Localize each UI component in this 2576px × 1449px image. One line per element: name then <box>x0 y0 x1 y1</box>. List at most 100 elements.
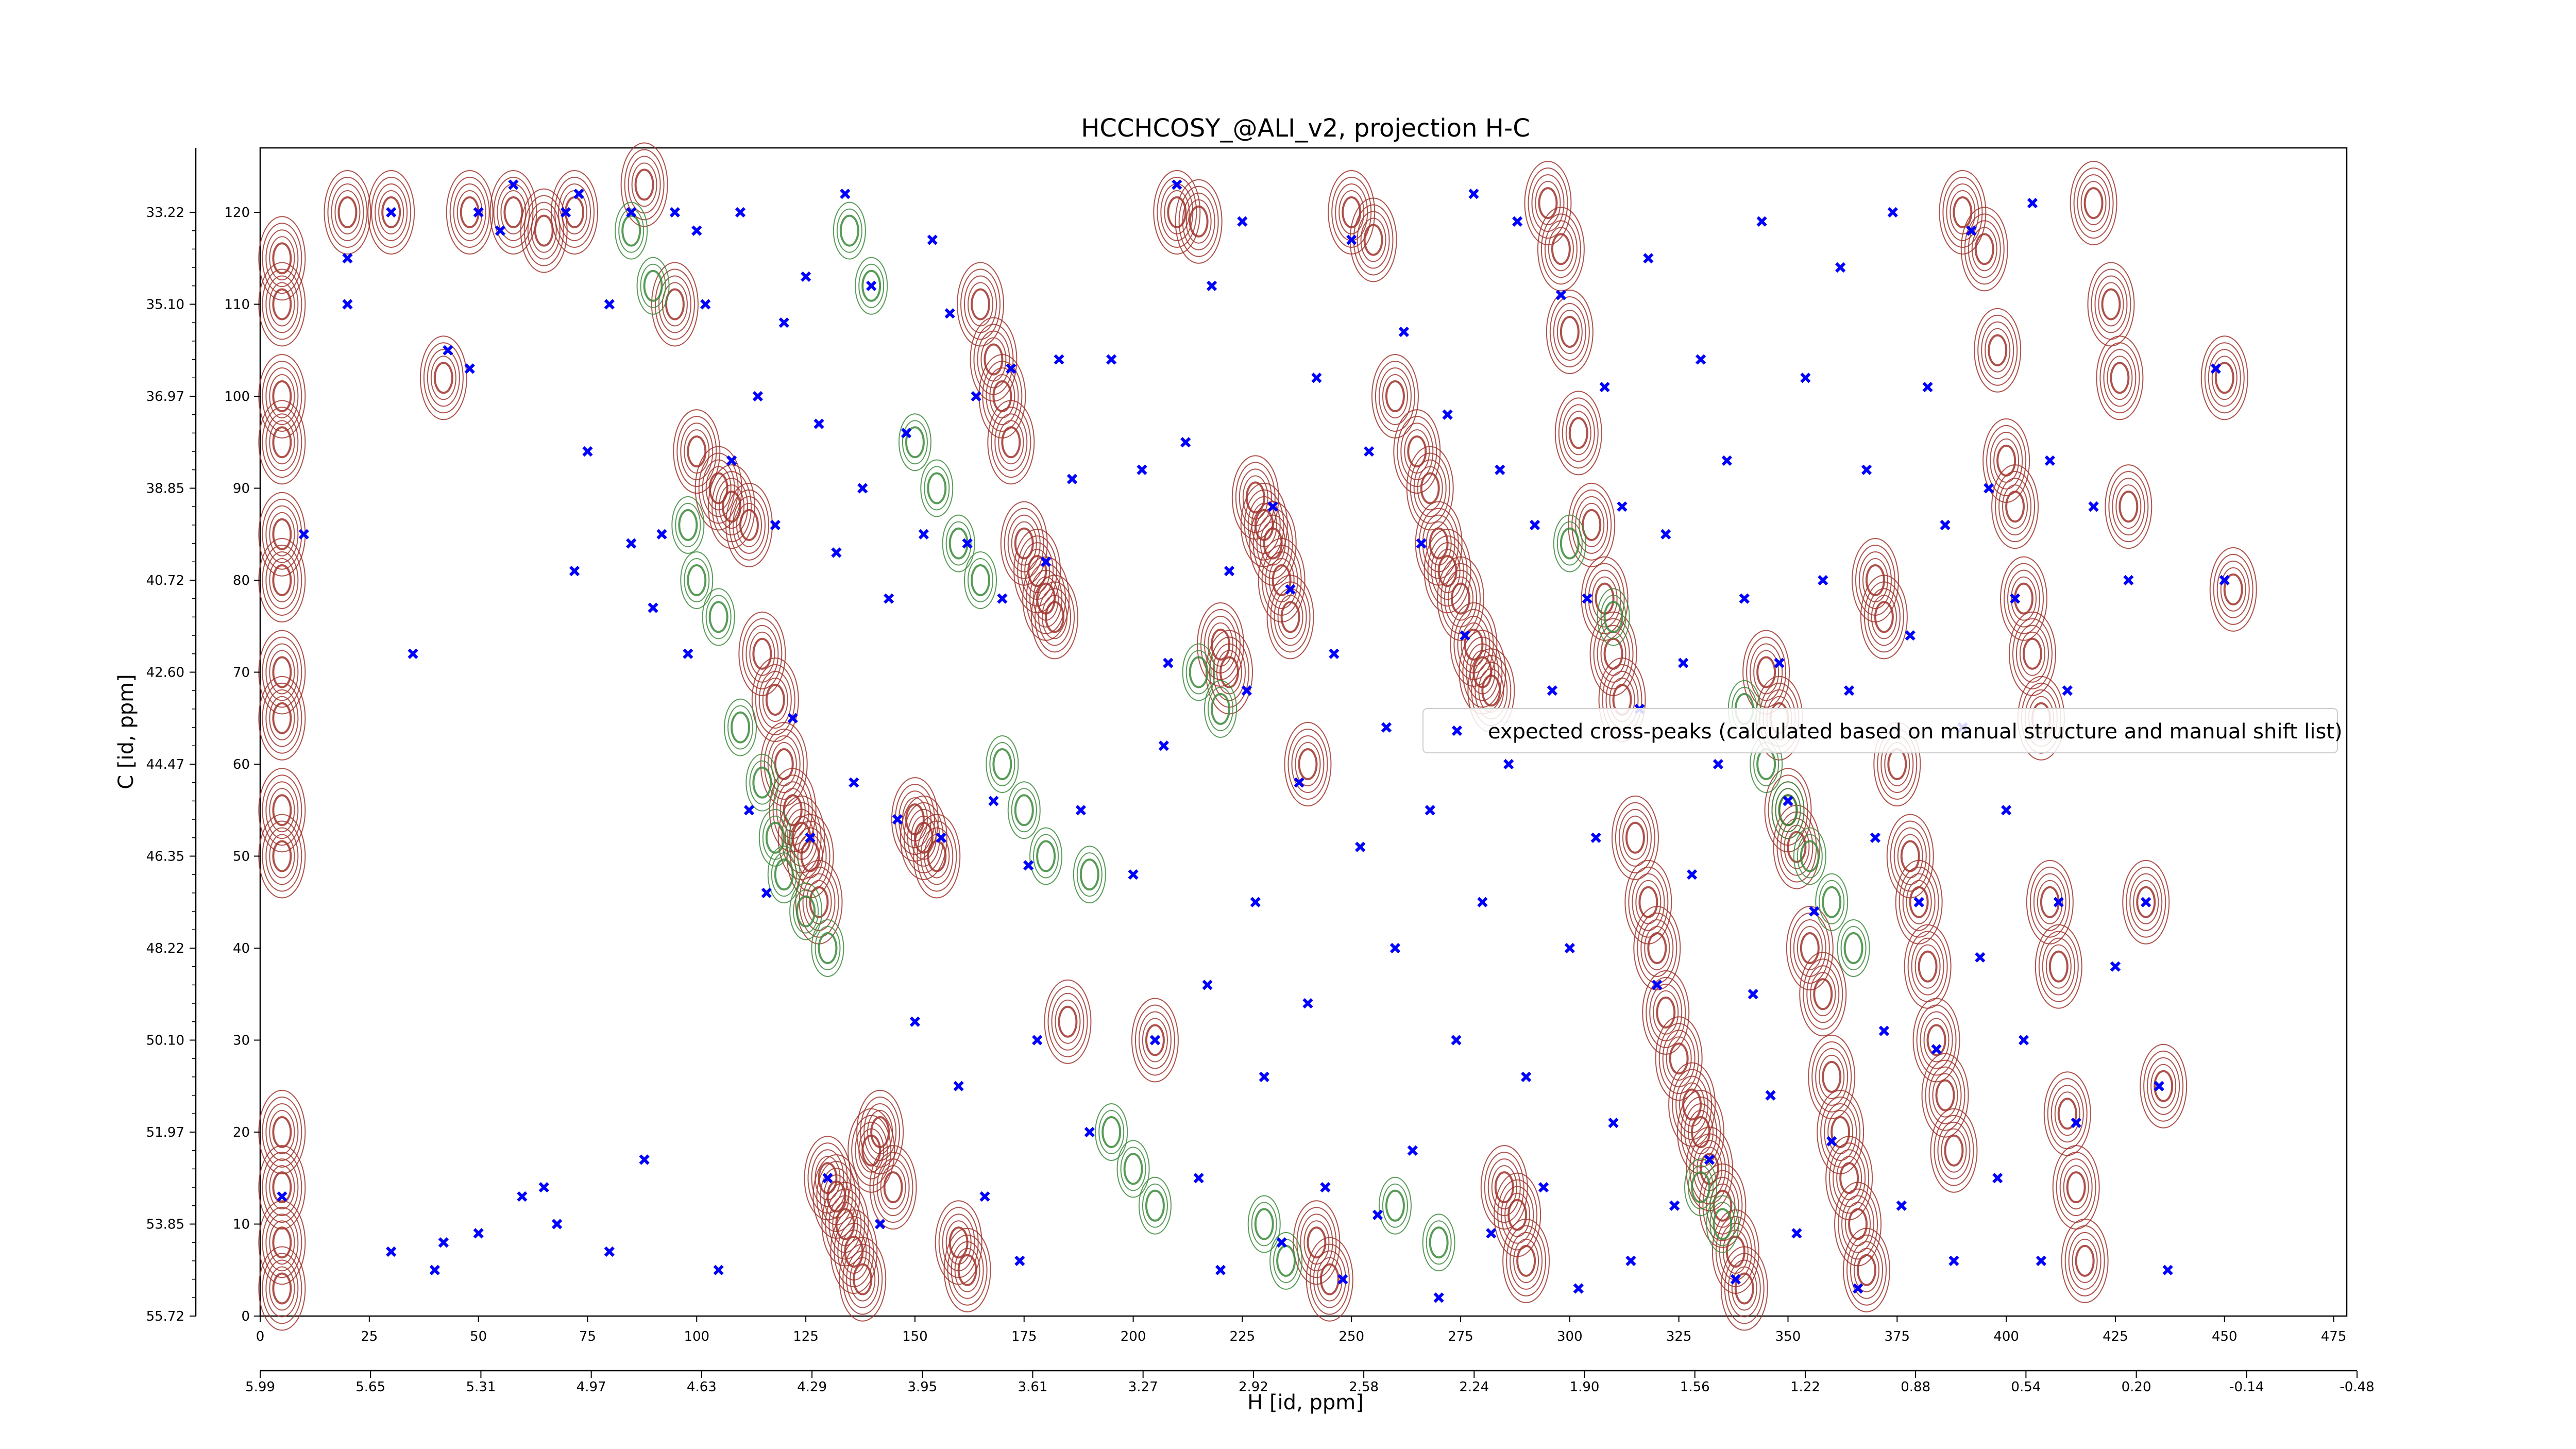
positive-contour-peak <box>258 353 306 439</box>
positive-contour-peak <box>1834 1182 1882 1267</box>
x-tick-label: 300 <box>1557 1329 1583 1344</box>
x-ppm-tick-label: -0.14 <box>2229 1379 2264 1395</box>
negative-contour-peak <box>702 588 735 646</box>
cross-peak-marker <box>2162 1265 2173 1275</box>
cross-peak-marker <box>1259 1071 1269 1083</box>
cross-peak-marker <box>1106 354 1117 365</box>
x-tick-label: 0 <box>256 1329 265 1344</box>
negative-contour-peak <box>767 846 801 904</box>
cross-peak-marker <box>761 887 772 899</box>
cross-peak-marker <box>2027 197 2038 209</box>
cross-peak-marker <box>831 547 842 558</box>
y-tick-label: 110 <box>224 297 250 312</box>
cross-peak-marker <box>1704 1154 1715 1165</box>
positive-contour-peak <box>673 409 721 494</box>
cross-peak-marker <box>1975 952 1986 963</box>
x-tick-label: 425 <box>2103 1329 2128 1344</box>
x-tick-label: 75 <box>579 1329 596 1344</box>
cross-peak-marker <box>1202 980 1213 990</box>
y-ppm-tick-label: 53.85 <box>146 1217 184 1232</box>
y-tick-label: 0 <box>241 1309 250 1324</box>
y-tick-label: 70 <box>233 665 250 680</box>
cross-peak-marker <box>1329 648 1340 659</box>
legend-label: expected cross-peaks (calculated based o… <box>1488 720 2343 744</box>
cross-peak-marker <box>683 648 693 659</box>
cross-peak-marker <box>1040 557 1052 567</box>
x-ppm-tick-label: 3.95 <box>907 1379 937 1395</box>
x-ppm-tick-label: 3.61 <box>1018 1379 1048 1395</box>
positive-contour-peak <box>520 188 568 273</box>
cross-peak-marker <box>726 455 737 466</box>
cross-peak-marker <box>1066 474 1078 484</box>
cross-peak-marker <box>1006 363 1016 374</box>
cross-peak-marker <box>866 280 877 291</box>
cross-peak-marker <box>1054 354 1064 365</box>
cross-peak-marker <box>822 1173 833 1184</box>
y-ppm-tick-label: 38.85 <box>146 481 184 496</box>
cross-peak-marker <box>1172 179 1182 190</box>
cross-peak-marker <box>508 179 519 190</box>
cross-peak-marker <box>1791 1228 1802 1239</box>
x-ppm-tick-label: 2.92 <box>1239 1379 1268 1395</box>
cross-peak-marker <box>1852 1283 1863 1294</box>
positive-contour-peak <box>2105 464 2153 549</box>
positive-contour-peak <box>258 676 306 761</box>
cross-peak-marker <box>1389 942 1401 954</box>
y-ppm-tick-label: 42.60 <box>146 665 184 680</box>
cross-peak-marker <box>901 428 912 439</box>
positive-contour-peak <box>2008 611 2056 696</box>
x-axis-ppm: 5.99 5.65 5.31 4.97 4.63 4.29 3.95 3.61 3.27 2.92… <box>245 1371 2375 1395</box>
negative-contour-peak <box>636 257 670 315</box>
cross-peak-marker <box>849 777 859 788</box>
cross-peak-marker <box>857 483 868 494</box>
cross-peak-marker <box>1625 1255 1636 1267</box>
x-axis-label: H [id, ppm] <box>1247 1391 1364 1414</box>
cross-peak-marker <box>1669 1200 1680 1211</box>
cross-peak-marker <box>604 1246 615 1257</box>
positive-contour-peak <box>489 170 537 255</box>
negative-contour-peak <box>1837 919 1870 977</box>
x-tick-label: 200 <box>1121 1329 1146 1344</box>
cross-peak-marker <box>971 391 981 402</box>
cross-peak-marker <box>1346 234 1357 245</box>
cross-peak-marker <box>2088 501 2099 512</box>
x-ppm-tick-label: 1.56 <box>1680 1379 1710 1395</box>
cross-peak-marker <box>1084 1126 1095 1138</box>
cross-peak-marker <box>1582 593 1592 604</box>
cross-peak-marker <box>1180 437 1191 448</box>
x-ppm-tick-label: 4.63 <box>687 1379 717 1395</box>
positive-contour-peak <box>1502 1218 1550 1303</box>
positive-contour-peak <box>258 400 306 485</box>
cross-peak-marker <box>1940 519 1951 530</box>
cross-peak-marker <box>770 519 781 530</box>
cross-peak-marker <box>573 189 584 199</box>
cross-peak-marker <box>997 593 1008 604</box>
cross-peak-marker <box>1442 409 1453 420</box>
cross-peak-marker <box>778 317 789 328</box>
negative-contour-peak <box>1073 846 1106 904</box>
negative-contour-peak <box>1684 1158 1718 1217</box>
cross-peak-marker <box>1783 796 1793 806</box>
positive-contour-peak <box>1786 905 1834 990</box>
cross-peak-marker <box>1128 869 1139 880</box>
positive-contour-peak <box>2200 335 2248 420</box>
y-tick-label: 30 <box>233 1033 250 1048</box>
positive-contour-peak <box>2070 161 2117 246</box>
cross-peak-marker <box>1014 1255 1025 1267</box>
x-ppm-tick-label: 0.88 <box>1901 1379 1930 1395</box>
cross-peak-marker <box>1407 1145 1418 1156</box>
positive-contour-peak <box>258 492 306 577</box>
cross-peak-marker <box>1555 290 1567 300</box>
cross-peak-marker <box>1460 630 1470 641</box>
cross-peak-marker <box>1372 1209 1383 1220</box>
cross-peak-marker <box>1224 565 1235 577</box>
cross-peak-marker <box>582 446 593 457</box>
x-ppm-tick-label: 2.24 <box>1459 1379 1489 1395</box>
legend: expected cross-peaks (calculated based o… <box>1422 708 2343 753</box>
cross-peak-marker <box>918 529 929 540</box>
cross-peak-marker <box>875 1219 886 1229</box>
x-tick-label: 250 <box>1338 1329 1364 1344</box>
negative-contour-peak <box>671 496 705 554</box>
y-ppm-tick-label: 46.35 <box>146 849 184 864</box>
y-tick-label: 60 <box>233 757 250 772</box>
